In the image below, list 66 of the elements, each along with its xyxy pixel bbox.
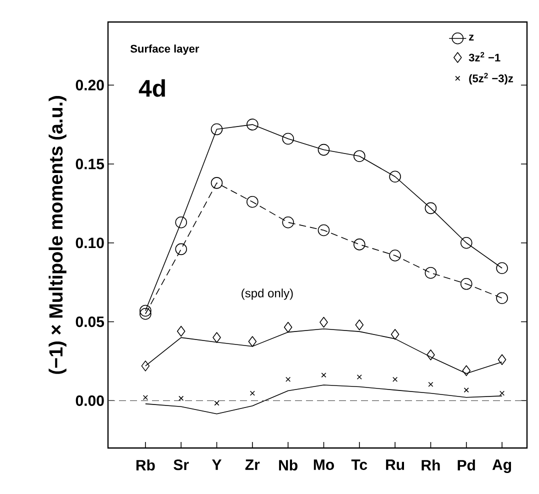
- point: [354, 238, 366, 250]
- point: [356, 374, 362, 380]
- point: [210, 123, 223, 136]
- point: [210, 177, 223, 189]
- legend-label: z: [469, 34, 474, 41]
- legend-label: (5z$^{2}$ −3)z: [469, 72, 514, 84]
- x-tick-label: Tc: [351, 460, 368, 470]
- x-tick-label: Rb: [136, 460, 155, 471]
- point: [286, 376, 291, 382]
- y-tick-label: 0.15: [76, 158, 104, 170]
- x-tick-label: Rh: [422, 460, 440, 470]
- x-tick-label: Ru: [386, 460, 404, 470]
- point: [424, 202, 437, 214]
- point: [212, 332, 221, 343]
- point: [428, 382, 434, 387]
- point: [141, 360, 150, 372]
- point: [176, 326, 186, 337]
- point: [496, 262, 508, 274]
- point: [426, 349, 435, 360]
- point: [282, 216, 294, 228]
- point: [392, 376, 398, 382]
- point: [175, 216, 188, 228]
- annotation: (spd only): [242, 288, 293, 300]
- point: [248, 336, 257, 347]
- point: [318, 144, 330, 156]
- point: [462, 365, 471, 376]
- point: [389, 170, 401, 183]
- point: [354, 150, 366, 162]
- point: [496, 292, 508, 304]
- y-tick-label: 0.05: [76, 316, 104, 328]
- x-tick-label: Zr: [245, 460, 260, 470]
- point: [282, 132, 294, 145]
- point: [175, 243, 188, 256]
- annotation: 4d: [138, 79, 165, 97]
- point: [355, 320, 364, 330]
- x-tick-label: Sr: [174, 460, 189, 470]
- point: [140, 308, 152, 320]
- point: [498, 354, 506, 366]
- point: [460, 278, 472, 290]
- point: [214, 400, 220, 406]
- point: [460, 236, 472, 249]
- annotation: Surface layer: [130, 44, 200, 55]
- legend-label: 3z$^{2}$ −1: [468, 52, 500, 62]
- point: [284, 322, 292, 333]
- y-tick-label: 0.00: [76, 395, 104, 406]
- point: [389, 250, 401, 262]
- x-tick-label: Ag: [492, 460, 512, 474]
- point: [318, 224, 330, 236]
- point: [464, 388, 469, 393]
- y-tick-label: 0.20: [76, 80, 104, 90]
- y-tick-label: 0.10: [76, 238, 104, 248]
- point: [142, 394, 148, 400]
- point: [320, 316, 328, 328]
- point: [321, 372, 326, 378]
- point: [140, 304, 152, 317]
- point: [246, 196, 258, 208]
- point: [390, 328, 400, 340]
- x-tick-label: Y: [212, 460, 222, 470]
- x-tick-label: Nb: [279, 460, 298, 471]
- point: [250, 390, 255, 396]
- x-tick-label: Mo: [314, 460, 334, 470]
- x-tick-label: Pd: [458, 460, 475, 471]
- point: [246, 118, 258, 130]
- y-axis-title: (−1) × Multipole moments (a.u.): [48, 96, 66, 374]
- point: [424, 266, 437, 279]
- point: [178, 396, 184, 401]
